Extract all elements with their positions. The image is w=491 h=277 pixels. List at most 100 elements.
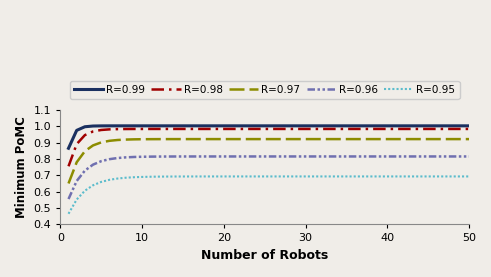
R=0.98: [311, 127, 317, 131]
R=0.98: [434, 127, 439, 131]
R=0.97: [253, 137, 259, 141]
R=0.95: [262, 175, 268, 178]
R=0.96: [237, 155, 243, 158]
R=0.95: [131, 176, 137, 179]
R=0.99: [368, 124, 374, 127]
R=0.96: [188, 155, 194, 158]
R=0.98: [205, 127, 211, 131]
R=0.97: [147, 137, 153, 141]
R=0.99: [352, 124, 357, 127]
R=0.96: [164, 155, 169, 158]
R=0.96: [123, 156, 129, 159]
R=0.99: [392, 124, 398, 127]
R=0.96: [368, 155, 374, 158]
R=0.97: [392, 137, 398, 141]
R=0.98: [319, 127, 325, 131]
R=0.95: [188, 175, 194, 178]
R=0.95: [286, 175, 292, 178]
R=0.95: [139, 175, 145, 179]
R=0.97: [205, 137, 211, 141]
R=0.99: [434, 124, 439, 127]
R=0.96: [409, 155, 415, 158]
R=0.96: [302, 155, 308, 158]
R=0.99: [262, 124, 268, 127]
R=0.99: [450, 124, 456, 127]
R=0.95: [384, 175, 390, 178]
R=0.96: [98, 160, 104, 163]
R=0.99: [213, 124, 218, 127]
R=0.96: [221, 155, 227, 158]
R=0.97: [319, 137, 325, 141]
R=0.95: [368, 175, 374, 178]
R=0.98: [188, 127, 194, 131]
R=0.99: [237, 124, 243, 127]
R=0.96: [107, 158, 112, 161]
R=0.96: [458, 155, 464, 158]
R=0.96: [270, 155, 276, 158]
R=0.96: [262, 155, 268, 158]
R=0.99: [180, 124, 186, 127]
R=0.99: [139, 124, 145, 127]
R=0.98: [107, 128, 112, 131]
R=0.97: [74, 161, 80, 164]
R=0.96: [114, 157, 120, 160]
R=0.96: [376, 155, 382, 158]
R=0.99: [270, 124, 276, 127]
R=0.98: [343, 127, 349, 131]
R=0.96: [286, 155, 292, 158]
R=0.97: [156, 137, 162, 141]
R=0.97: [107, 139, 112, 142]
R=0.96: [401, 155, 407, 158]
R=0.98: [458, 127, 464, 131]
R=0.96: [246, 155, 251, 158]
R=0.99: [466, 124, 472, 127]
R=0.97: [164, 137, 169, 141]
R=0.97: [172, 137, 178, 141]
R=0.97: [376, 137, 382, 141]
R=0.95: [450, 175, 456, 178]
R=0.95: [229, 175, 235, 178]
Line: R=0.95: R=0.95: [69, 176, 469, 214]
R=0.99: [286, 124, 292, 127]
R=0.99: [74, 129, 80, 132]
R=0.97: [302, 137, 308, 141]
R=0.95: [343, 175, 349, 178]
R=0.97: [434, 137, 439, 141]
R=0.97: [262, 137, 268, 141]
R=0.95: [221, 175, 227, 178]
R=0.99: [376, 124, 382, 127]
R=0.96: [450, 155, 456, 158]
R=0.96: [392, 155, 398, 158]
R=0.99: [156, 124, 162, 127]
R=0.98: [466, 127, 472, 131]
R=0.98: [246, 127, 251, 131]
R=0.95: [213, 175, 218, 178]
R=0.95: [156, 175, 162, 178]
R=0.99: [147, 124, 153, 127]
R=0.96: [205, 155, 211, 158]
R=0.98: [123, 127, 129, 131]
R=0.99: [360, 124, 366, 127]
R=0.98: [131, 127, 137, 131]
R=0.99: [425, 124, 431, 127]
R=0.98: [417, 127, 423, 131]
R=0.98: [450, 127, 456, 131]
R=0.97: [229, 137, 235, 141]
R=0.95: [319, 175, 325, 178]
R=0.95: [82, 189, 88, 193]
R=0.99: [401, 124, 407, 127]
R=0.97: [327, 137, 333, 141]
Line: R=0.98: R=0.98: [69, 129, 469, 166]
R=0.99: [188, 124, 194, 127]
R=0.97: [352, 137, 357, 141]
R=0.95: [180, 175, 186, 178]
R=0.98: [295, 127, 300, 131]
R=0.95: [392, 175, 398, 178]
R=0.98: [180, 127, 186, 131]
R=0.95: [123, 176, 129, 179]
R=0.95: [98, 180, 104, 184]
R=0.99: [335, 124, 341, 127]
R=0.96: [131, 155, 137, 159]
R=0.97: [90, 144, 96, 147]
R=0.98: [221, 127, 227, 131]
